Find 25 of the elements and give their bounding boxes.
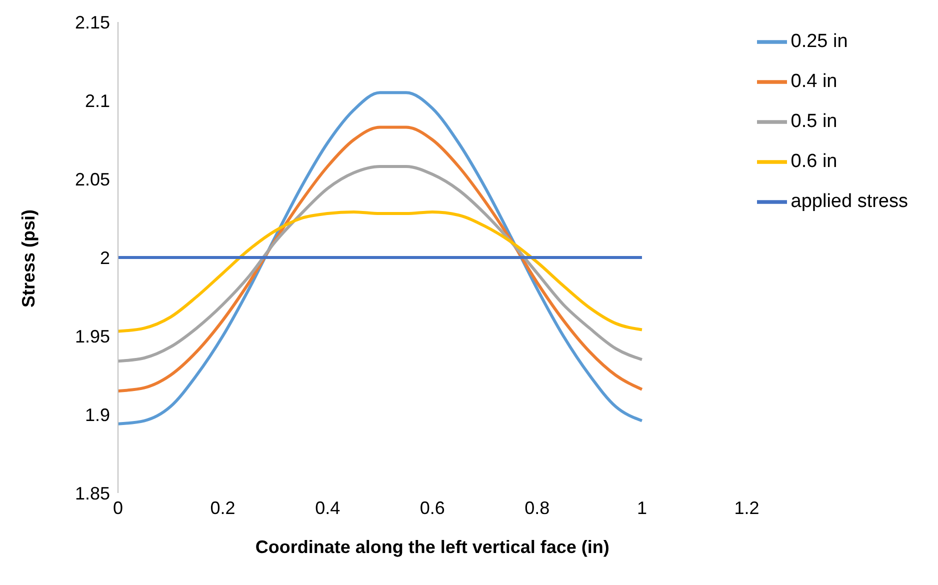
legend-label: 0.5 in	[790, 111, 838, 132]
y-tick-label: 1.9	[84, 404, 110, 425]
x-tick-label: 0.2	[210, 498, 236, 518]
x-tick-label: 0.6	[420, 498, 445, 518]
legend-label: 0.25 in	[790, 31, 848, 52]
line-series	[118, 164, 644, 363]
y-tick-label: 2.05	[74, 169, 110, 190]
x-tick-label: 0.8	[524, 498, 550, 518]
y-axis-title: Stress (psi)	[18, 209, 38, 308]
y-tick-label: 2.1	[84, 90, 110, 111]
x-tick-label: 1.2	[734, 498, 760, 518]
y-tick-label: 2	[100, 248, 110, 268]
x-axis-title: Coordinate along the left vertical face (in)	[255, 537, 610, 557]
x-tick-label: 0	[112, 498, 124, 518]
y-tick-label: 1.85	[74, 483, 110, 504]
legend-label: 0.4 in	[790, 71, 838, 92]
y-tick-label: 1.95	[74, 326, 110, 346]
line-series	[118, 210, 644, 333]
x-tick-label: 1	[636, 498, 647, 518]
line-series	[118, 126, 644, 392]
legend-label: 0.6 in	[790, 151, 838, 172]
y-tick-label: 2.15	[74, 12, 110, 32]
x-tick-label: 0.4	[315, 498, 340, 518]
legend-label: applied stress	[790, 191, 908, 212]
line-series	[118, 91, 644, 426]
